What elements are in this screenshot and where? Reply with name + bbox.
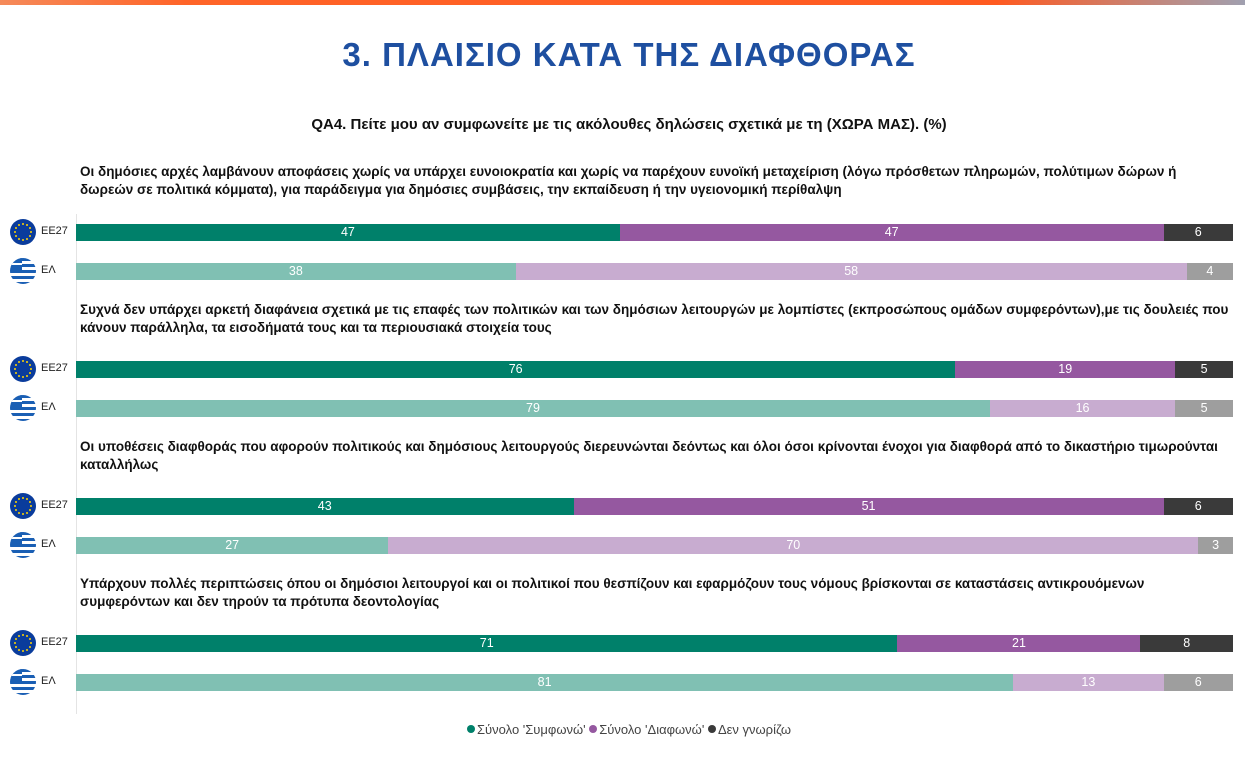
row-label: EE27 (41, 636, 68, 648)
row-label: ΕΛ (41, 264, 56, 276)
bar-segment-disagree: 13 (1013, 674, 1164, 691)
row-label: EE27 (41, 499, 68, 511)
page-title: 3. ΠΛΑΙΣΙΟ ΚΑΤΑ ΤΗΣ ΔΙΑΦΘΟΡΑΣ (342, 36, 916, 73)
bar-segment-agree: 43 (76, 498, 574, 515)
bar-segment-disagree: 58 (515, 263, 1187, 280)
bar-segment-agree: 76 (76, 361, 956, 378)
bar-row: 81 13 6 (76, 674, 1233, 691)
row-label: EE27 (41, 362, 68, 374)
bar-row: 47 47 6 (76, 224, 1233, 241)
bar-row: 79 16 5 (76, 400, 1233, 417)
bar-segment-agree: 47 (76, 224, 620, 241)
eu-flag-icon (10, 493, 36, 519)
bar-segment-agree: 79 (76, 400, 991, 417)
bar-row: 43 51 6 (76, 498, 1233, 515)
legend-dot-icon (707, 725, 716, 733)
bar-segment-agree: 38 (76, 263, 516, 280)
bar-row: 38 58 4 (76, 263, 1233, 280)
bar-segment-dont-know: 6 (1163, 498, 1233, 515)
top-banner (0, 0, 1245, 5)
legend-item-disagree: Σύνολο 'Διαφωνώ' (589, 722, 704, 737)
bar-segment-dont-know: 5 (1175, 361, 1233, 378)
greece-flag-icon (10, 532, 36, 558)
greece-flag-icon (10, 669, 36, 695)
bar-segment-dont-know: 6 (1163, 224, 1233, 241)
bar-segment-dont-know: 4 (1186, 263, 1233, 280)
bar-segment-disagree: 70 (388, 537, 1199, 554)
statement-text: Υπάρχουν πολλές περιπτώσεις όπου οι δημό… (80, 576, 1145, 609)
row-label: ΕΛ (41, 538, 56, 550)
legend-dot-icon (467, 725, 476, 733)
chart-title: QA4. Πείτε μου αν συμφωνείτε με τις ακόλ… (311, 116, 947, 133)
bar-segment-agree: 27 (76, 537, 389, 554)
bar-row: 71 21 8 (76, 635, 1233, 652)
legend-item-dont-know: Δεν γνωρίζω (707, 722, 791, 737)
axis-line (76, 214, 77, 714)
bar-segment-dont-know: 8 (1140, 635, 1233, 652)
statement-text: Οι δημόσιες αρχές λαμβάνουν αποφάσεις χω… (80, 164, 1177, 197)
bar-row: 76 19 5 (76, 361, 1233, 378)
row-label: EE27 (41, 225, 68, 237)
greece-flag-icon (10, 395, 36, 421)
eu-flag-icon (10, 630, 36, 656)
row-label: ΕΛ (41, 401, 56, 413)
eu-flag-icon (10, 219, 36, 245)
bar-segment-dont-know: 6 (1163, 674, 1233, 691)
legend-item-agree: Σύνολο 'Συμφωνώ' (467, 722, 586, 737)
bar-segment-disagree: 47 (619, 224, 1164, 241)
bar-segment-disagree: 51 (573, 498, 1164, 515)
bar-segment-disagree: 21 (897, 635, 1141, 652)
bar-segment-agree: 81 (76, 674, 1014, 691)
statement-text: Συχνά δεν υπάρχει αρκετή διαφάνεια σχετι… (80, 302, 1229, 335)
eu-flag-icon (10, 356, 36, 382)
bar-segment-disagree: 19 (955, 361, 1176, 378)
legend: Σύνολο 'Συμφωνώ' Σύνολο 'Διαφωνώ' Δεν γν… (0, 722, 1258, 737)
row-label: ΕΛ (41, 675, 56, 687)
statement-text: Οι υποθέσεις διαφθοράς που αφορούν πολιτ… (80, 439, 1218, 472)
bar-segment-dont-know: 3 (1198, 537, 1233, 554)
legend-dot-icon (589, 725, 598, 733)
bar-segment-dont-know: 5 (1175, 400, 1233, 417)
bar-row: 27 70 3 (76, 537, 1233, 554)
bar-segment-agree: 71 (76, 635, 898, 652)
greece-flag-icon (10, 258, 36, 284)
bar-segment-disagree: 16 (990, 400, 1176, 417)
